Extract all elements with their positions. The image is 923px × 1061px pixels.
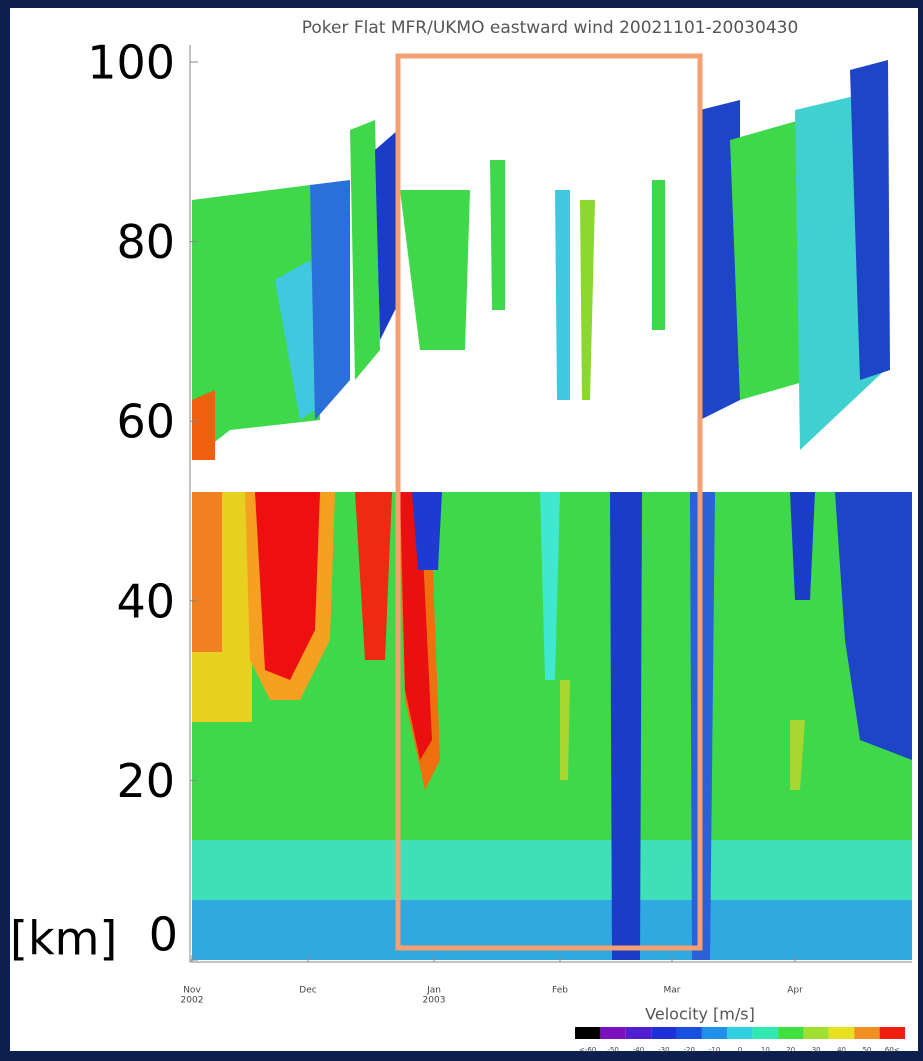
- colorbar-swatch: [778, 1027, 804, 1039]
- colorbar-title: Velocity [m/s]: [645, 1005, 755, 1024]
- contour-region: [412, 492, 442, 570]
- colorbar-swatch: [651, 1027, 677, 1039]
- x-tick-label: 2003: [423, 996, 446, 1006]
- contour-region: [555, 190, 570, 400]
- contour-field: [192, 60, 912, 960]
- contour-region: [255, 492, 320, 680]
- y-tick-label: 40: [116, 574, 175, 628]
- colorbar-label: -30: [658, 1046, 669, 1054]
- contour-region: [790, 492, 815, 600]
- colorbar-label: -10: [709, 1046, 720, 1054]
- colorbar-label: 30: [812, 1046, 821, 1054]
- contour-region: [490, 160, 505, 310]
- y-unit: [km]: [10, 912, 117, 966]
- contour-region: [835, 492, 912, 760]
- colorbar-label: 20: [786, 1046, 795, 1054]
- x-tick-label: Mar: [664, 986, 681, 996]
- contour-region: [730, 120, 810, 400]
- colorbar-swatch: [676, 1027, 702, 1039]
- colorbar-label: 50: [862, 1046, 871, 1054]
- x-tick-label: Dec: [299, 986, 316, 996]
- colorbar-label: <-60: [579, 1046, 596, 1054]
- colorbar-swatch: [854, 1027, 880, 1039]
- x-tick-label: Jan: [426, 986, 441, 996]
- x-tick-label: 2002: [181, 996, 204, 1006]
- contour-region: [560, 680, 570, 780]
- colorbar-swatch: [701, 1027, 728, 1039]
- colorbar-label: -50: [607, 1046, 618, 1054]
- contour-region: [192, 900, 912, 960]
- y-tick-label: 60: [116, 395, 175, 449]
- x-tick-label: Feb: [552, 986, 568, 996]
- colorbar-swatch: [727, 1027, 753, 1039]
- colorbar-label: 0: [738, 1046, 742, 1054]
- contour-region: [350, 120, 380, 380]
- contour-region: [580, 200, 595, 400]
- colorbar-swatch: [803, 1027, 829, 1039]
- colorbar-swatch: [625, 1027, 652, 1039]
- colorbar-label: 40: [837, 1046, 846, 1054]
- contour-region: [540, 492, 560, 680]
- colorbar-swatch: [575, 1027, 601, 1039]
- chart-title: Poker Flat MFR/UKMO eastward wind 200211…: [302, 18, 799, 38]
- colorbar-swatch: [828, 1027, 855, 1039]
- y-tick-label: 0: [149, 908, 178, 962]
- contour-region: [192, 492, 222, 652]
- y-tick-label: 80: [116, 215, 175, 269]
- contour-region: [652, 180, 665, 330]
- colorbar-label: -40: [633, 1046, 644, 1054]
- y-tick-label: 20: [116, 754, 175, 808]
- colorbar-swatch: [600, 1027, 626, 1039]
- contour-region: [310, 180, 350, 420]
- contour-region: [355, 492, 392, 660]
- contour-region: [610, 492, 642, 960]
- contour-region: [192, 390, 215, 460]
- contour-region: [400, 190, 470, 350]
- colorbar-label: 60<: [885, 1046, 900, 1054]
- contour-region: [700, 100, 740, 420]
- colorbar-label: 10: [761, 1046, 770, 1054]
- highlight-box: [395, 53, 703, 951]
- contour-region: [192, 185, 320, 460]
- colorbar-label: -20: [684, 1046, 695, 1054]
- contour-region: [375, 130, 400, 340]
- x-tick-label: Apr: [787, 986, 803, 996]
- colorbar-swatch: [879, 1027, 905, 1039]
- x-tick-label: Nov: [183, 986, 201, 996]
- contour-region: [790, 720, 805, 790]
- y-tick-label: 100: [87, 36, 175, 90]
- contour-region: [400, 492, 432, 760]
- contour-region: [850, 60, 890, 380]
- colorbar-swatch: [752, 1027, 779, 1039]
